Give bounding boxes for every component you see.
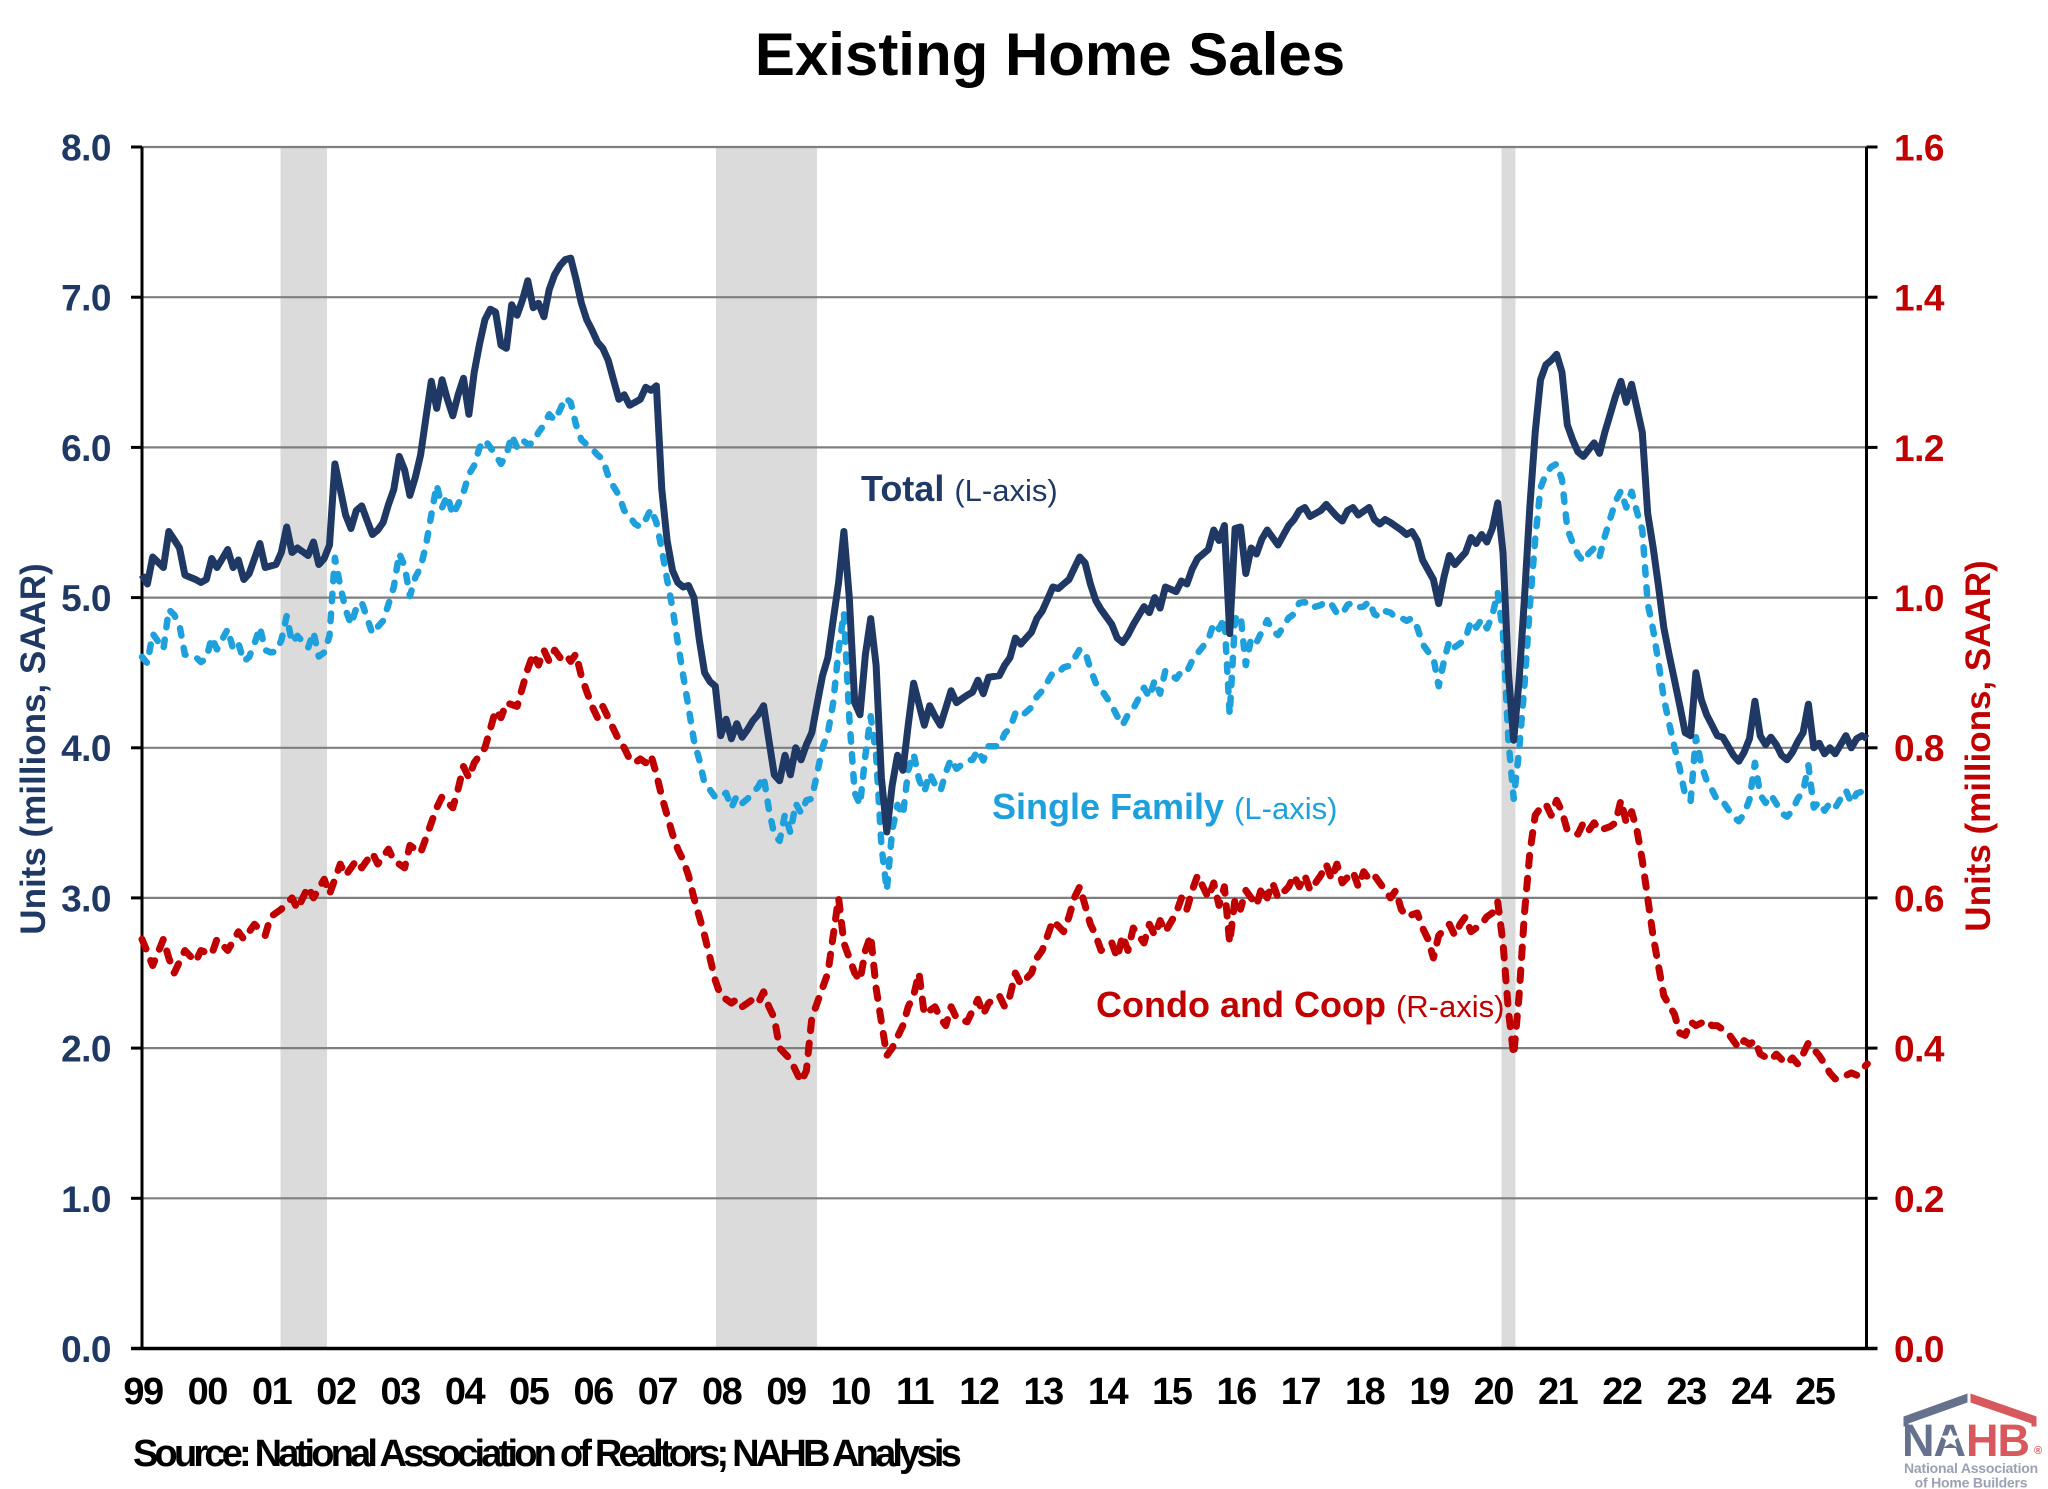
svg-text:24: 24 — [1731, 1371, 1772, 1413]
svg-text:0.8: 0.8 — [1894, 728, 1944, 769]
svg-text:11: 11 — [896, 1371, 935, 1413]
svg-text:Single Family (L-axis): Single Family (L-axis) — [992, 786, 1337, 827]
svg-text:Units (millions, SAAR): Units (millions, SAAR) — [1959, 560, 1998, 931]
svg-text:Source: National Association o: Source: National Association of Realtors… — [133, 1433, 961, 1475]
svg-text:01: 01 — [252, 1371, 293, 1413]
svg-text:00: 00 — [188, 1371, 228, 1413]
svg-text:8.0: 8.0 — [61, 128, 111, 169]
svg-text:23: 23 — [1667, 1371, 1707, 1413]
svg-text:06: 06 — [573, 1371, 613, 1413]
svg-text:NA: NA — [1902, 1415, 1965, 1466]
svg-text:1.0: 1.0 — [61, 1179, 111, 1220]
svg-text:99: 99 — [123, 1371, 163, 1413]
svg-text:14: 14 — [1088, 1371, 1129, 1413]
svg-text:05: 05 — [509, 1371, 550, 1413]
svg-text:5.0: 5.0 — [61, 578, 111, 619]
svg-text:6.0: 6.0 — [61, 428, 111, 469]
svg-text:of Home Builders: of Home Builders — [1915, 1475, 2028, 1489]
svg-text:19: 19 — [1409, 1371, 1449, 1413]
svg-text:20: 20 — [1474, 1371, 1514, 1413]
svg-text:25: 25 — [1795, 1371, 1836, 1413]
svg-text:12: 12 — [959, 1371, 999, 1413]
svg-text:0.0: 0.0 — [1894, 1329, 1944, 1370]
svg-text:21: 21 — [1538, 1371, 1579, 1413]
svg-text:1.2: 1.2 — [1894, 428, 1944, 469]
svg-text:18: 18 — [1345, 1371, 1385, 1413]
svg-text:®: ® — [2034, 1445, 2042, 1457]
svg-text:16: 16 — [1216, 1371, 1256, 1413]
svg-text:10: 10 — [831, 1371, 871, 1413]
svg-text:17: 17 — [1281, 1371, 1321, 1413]
svg-text:04: 04 — [445, 1371, 486, 1413]
svg-text:4.0: 4.0 — [61, 728, 111, 769]
svg-text:13: 13 — [1024, 1371, 1064, 1413]
svg-text:08: 08 — [702, 1371, 742, 1413]
svg-text:3.0: 3.0 — [61, 878, 111, 919]
svg-text:2.0: 2.0 — [61, 1029, 111, 1070]
svg-text:1.4: 1.4 — [1894, 278, 1945, 319]
svg-text:07: 07 — [638, 1371, 678, 1413]
svg-text:0.2: 0.2 — [1894, 1179, 1944, 1220]
svg-text:15: 15 — [1152, 1371, 1193, 1413]
svg-text:0.6: 0.6 — [1894, 878, 1944, 919]
svg-text:0.0: 0.0 — [61, 1329, 111, 1370]
svg-text:Total (L-axis): Total (L-axis) — [861, 468, 1058, 509]
svg-text:09: 09 — [766, 1371, 806, 1413]
svg-text:0.4: 0.4 — [1894, 1029, 1945, 1070]
svg-text:03: 03 — [381, 1371, 421, 1413]
svg-text:HB: HB — [1966, 1415, 2029, 1466]
svg-text:Existing Home Sales: Existing Home Sales — [755, 21, 1345, 88]
svg-text:7.0: 7.0 — [61, 278, 111, 319]
svg-text:1.0: 1.0 — [1894, 578, 1944, 619]
svg-text:Units (millions, SAAR): Units (millions, SAAR) — [14, 563, 53, 934]
svg-text:Condo and Coop (R-axis): Condo and Coop (R-axis) — [1096, 984, 1504, 1025]
svg-text:22: 22 — [1602, 1371, 1642, 1413]
svg-text:1.6: 1.6 — [1894, 128, 1944, 169]
svg-text:National Association: National Association — [1904, 1460, 2038, 1476]
svg-text:02: 02 — [316, 1371, 356, 1413]
